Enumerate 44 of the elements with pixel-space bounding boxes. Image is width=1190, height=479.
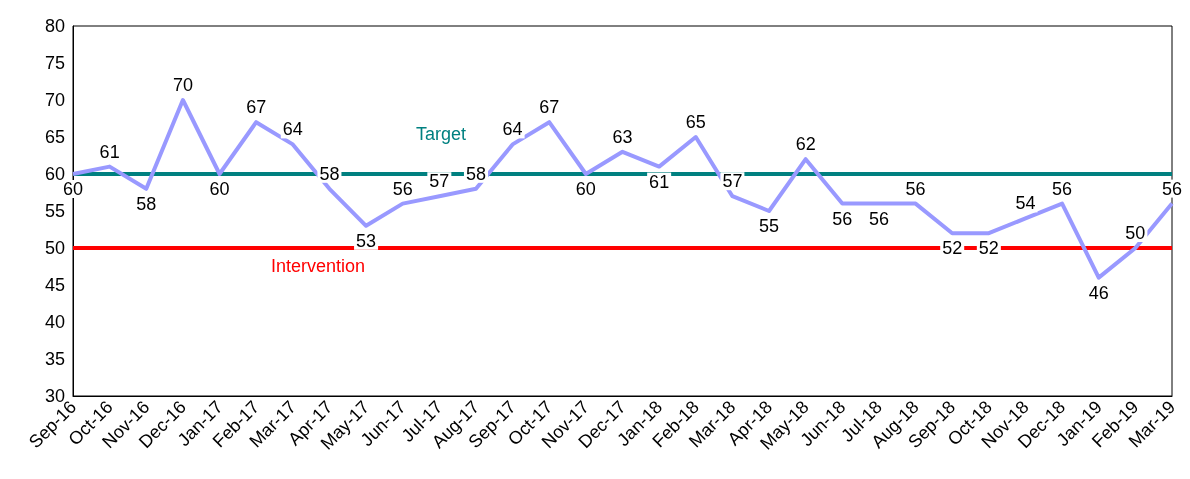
data-label: 67 [246,97,267,118]
y-tick-label: 35 [44,349,65,369]
data-label: 53 [356,230,377,251]
data-label: 56 [832,208,853,229]
data-label: 58 [465,163,486,184]
data-label: 60 [62,179,84,199]
data-label: 55 [759,216,780,236]
data-label: 56 [905,178,926,199]
data-label: 63 [612,126,633,147]
y-tick-label: 70 [44,90,65,110]
data-label: 64 [502,119,523,140]
data-label: 61 [99,141,120,162]
y-tick-label: 65 [44,127,65,147]
ref-line-label: Intervention [271,256,366,276]
y-tick-label: 40 [44,312,65,332]
data-label: 62 [795,134,816,155]
y-tick-label: 55 [44,201,65,221]
data-label: 56 [1161,178,1183,199]
data-label: 50 [1125,223,1146,243]
y-tick-label: 80 [44,16,65,36]
data-label: 65 [685,112,706,132]
data-label: 54 [1015,193,1036,214]
ref-line-label: Target [416,124,467,144]
data-label: 56 [1052,178,1073,199]
data-label: 70 [172,75,193,95]
data-label: 60 [209,179,230,199]
y-tick-label: 50 [44,238,65,258]
data-label: 67 [539,97,560,118]
data-label: 58 [136,193,157,214]
data-label: 56 [392,178,413,199]
data-label: 52 [942,238,963,259]
data-label: 52 [978,238,999,259]
y-tick-label: 30 [44,386,65,406]
data-label: 56 [868,208,889,229]
y-tick-label: 60 [44,164,65,184]
y-tick-label: 45 [44,275,65,295]
data-label: 64 [282,119,303,140]
data-label: 58 [319,163,340,184]
data-label: 60 [575,179,596,199]
data-label: 61 [649,171,670,192]
data-label: 57 [429,171,450,192]
data-label: 46 [1088,282,1109,303]
data-label: 57 [722,171,743,192]
y-tick-label: 75 [44,53,65,73]
